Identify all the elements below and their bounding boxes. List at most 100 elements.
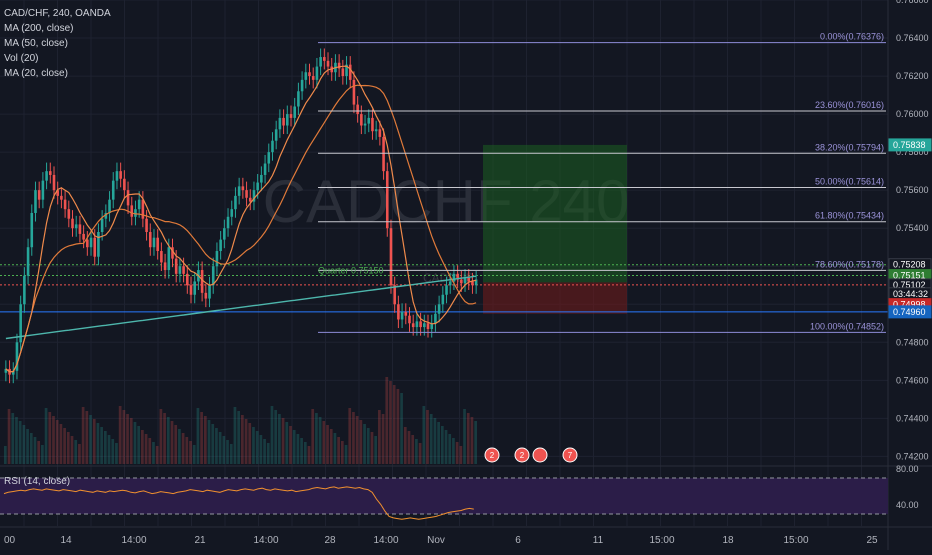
- volume-bar: [44, 408, 48, 464]
- volume-bar: [248, 423, 252, 464]
- event-icon: [562, 447, 578, 463]
- candle-body: [104, 212, 108, 219]
- time-tick-label: 15:00: [783, 535, 808, 546]
- volume-bar: [181, 433, 185, 464]
- volume-bar: [455, 442, 459, 464]
- volume-bar: [70, 436, 74, 464]
- indicator-ma200[interactable]: MA (200, close): [4, 23, 74, 34]
- volume-bar: [226, 440, 229, 464]
- volume-bar: [292, 430, 296, 464]
- volume-bar: [96, 423, 100, 464]
- candle-body: [163, 262, 167, 271]
- candle-body: [223, 228, 226, 240]
- candle-body: [467, 277, 471, 282]
- volume-bar: [63, 428, 66, 464]
- candle-body: [271, 140, 274, 153]
- candle-body: [234, 195, 237, 210]
- event-icon-badge: 2: [520, 451, 525, 460]
- candle-body: [274, 129, 278, 141]
- fib-level-label: 23.60%(0.76016): [815, 100, 884, 110]
- event-icon-badge: 2: [490, 451, 495, 460]
- volume-bar: [340, 441, 344, 464]
- rsi-tick-label: 80.00: [896, 464, 919, 474]
- volume-bar: [203, 416, 207, 464]
- price-tick-label: 0.74600: [896, 375, 929, 385]
- volume-bar: [189, 441, 192, 464]
- volume-bar: [218, 432, 222, 464]
- candle-body: [341, 68, 345, 77]
- candle-body: [167, 247, 171, 271]
- time-tick-label: 21: [194, 535, 206, 546]
- time-tick-label: 6: [515, 535, 521, 546]
- volume-bar: [170, 421, 174, 464]
- volume-bar: [244, 419, 248, 464]
- candle-body: [174, 258, 178, 274]
- volume-bar: [92, 419, 96, 464]
- volume-bar: [466, 413, 470, 464]
- volume-bar: [348, 408, 352, 464]
- candle-body: [160, 251, 163, 263]
- candle-body: [200, 270, 204, 293]
- volume-bar: [396, 389, 400, 464]
- symbol-title[interactable]: CAD/CHF, 240, OANDA: [4, 8, 111, 19]
- volume-bar: [370, 432, 374, 464]
- candle-body: [230, 209, 234, 217]
- candle-body: [378, 129, 382, 137]
- indicator-ma20[interactable]: MA (20, close): [4, 68, 68, 79]
- candle-body: [71, 218, 74, 229]
- candle-body: [37, 190, 41, 200]
- volume-bar: [352, 412, 355, 464]
- volume-bar: [266, 443, 270, 464]
- candle-body: [297, 91, 300, 107]
- indicator-volume[interactable]: Vol (20): [4, 53, 39, 64]
- volume-bar: [174, 425, 178, 464]
- volume-bar: [415, 439, 418, 464]
- indicator-ma50[interactable]: MA (50, close): [4, 38, 68, 49]
- fib-level-label: 50.00%(0.75614): [815, 177, 884, 187]
- volume-bar: [418, 443, 422, 464]
- candle-body: [419, 321, 422, 328]
- price-badge-label: 0.74960: [893, 307, 926, 317]
- volume-bar: [444, 430, 448, 464]
- time-tick-label: 15:00: [649, 535, 674, 546]
- volume-bar: [55, 420, 59, 464]
- rsi-title[interactable]: RSI (14, close): [4, 476, 71, 487]
- volume-bar: [329, 429, 333, 464]
- candle-body: [326, 60, 330, 67]
- volume-bar: [4, 446, 7, 464]
- candle-body: [123, 178, 126, 191]
- volume-bar: [400, 393, 403, 464]
- candle-body: [319, 57, 322, 67]
- candle-body: [119, 171, 122, 179]
- volume-bar: [222, 436, 226, 464]
- volume-bar: [103, 431, 107, 464]
- candle-body: [60, 195, 63, 200]
- candle-body: [278, 117, 282, 130]
- candle-body: [82, 233, 85, 240]
- candle-body: [67, 209, 71, 219]
- volume-bar: [429, 414, 433, 464]
- candle-body: [130, 205, 134, 217]
- volume-bar: [326, 425, 329, 464]
- volume-bar: [166, 417, 170, 464]
- volume-bar: [385, 377, 389, 464]
- volume-bar: [185, 437, 189, 464]
- volume-bar: [133, 422, 137, 464]
- volume-bar: [411, 435, 415, 464]
- price-badge-label: 0.75208: [893, 260, 926, 270]
- volume-bar: [474, 421, 477, 464]
- fib-level-label: 61.80%(0.75434): [815, 211, 884, 221]
- candle-body: [100, 218, 104, 232]
- volume-bar: [11, 413, 15, 464]
- candle-body: [156, 237, 159, 252]
- volume-bar: [111, 439, 115, 464]
- volume-bar: [26, 429, 29, 464]
- volume-bar: [378, 410, 381, 464]
- candle-body: [97, 232, 100, 257]
- volume-bar: [155, 446, 159, 464]
- candle-body: [182, 266, 185, 274]
- time-tick-label: 11: [593, 535, 604, 546]
- volume-bar: [289, 426, 292, 464]
